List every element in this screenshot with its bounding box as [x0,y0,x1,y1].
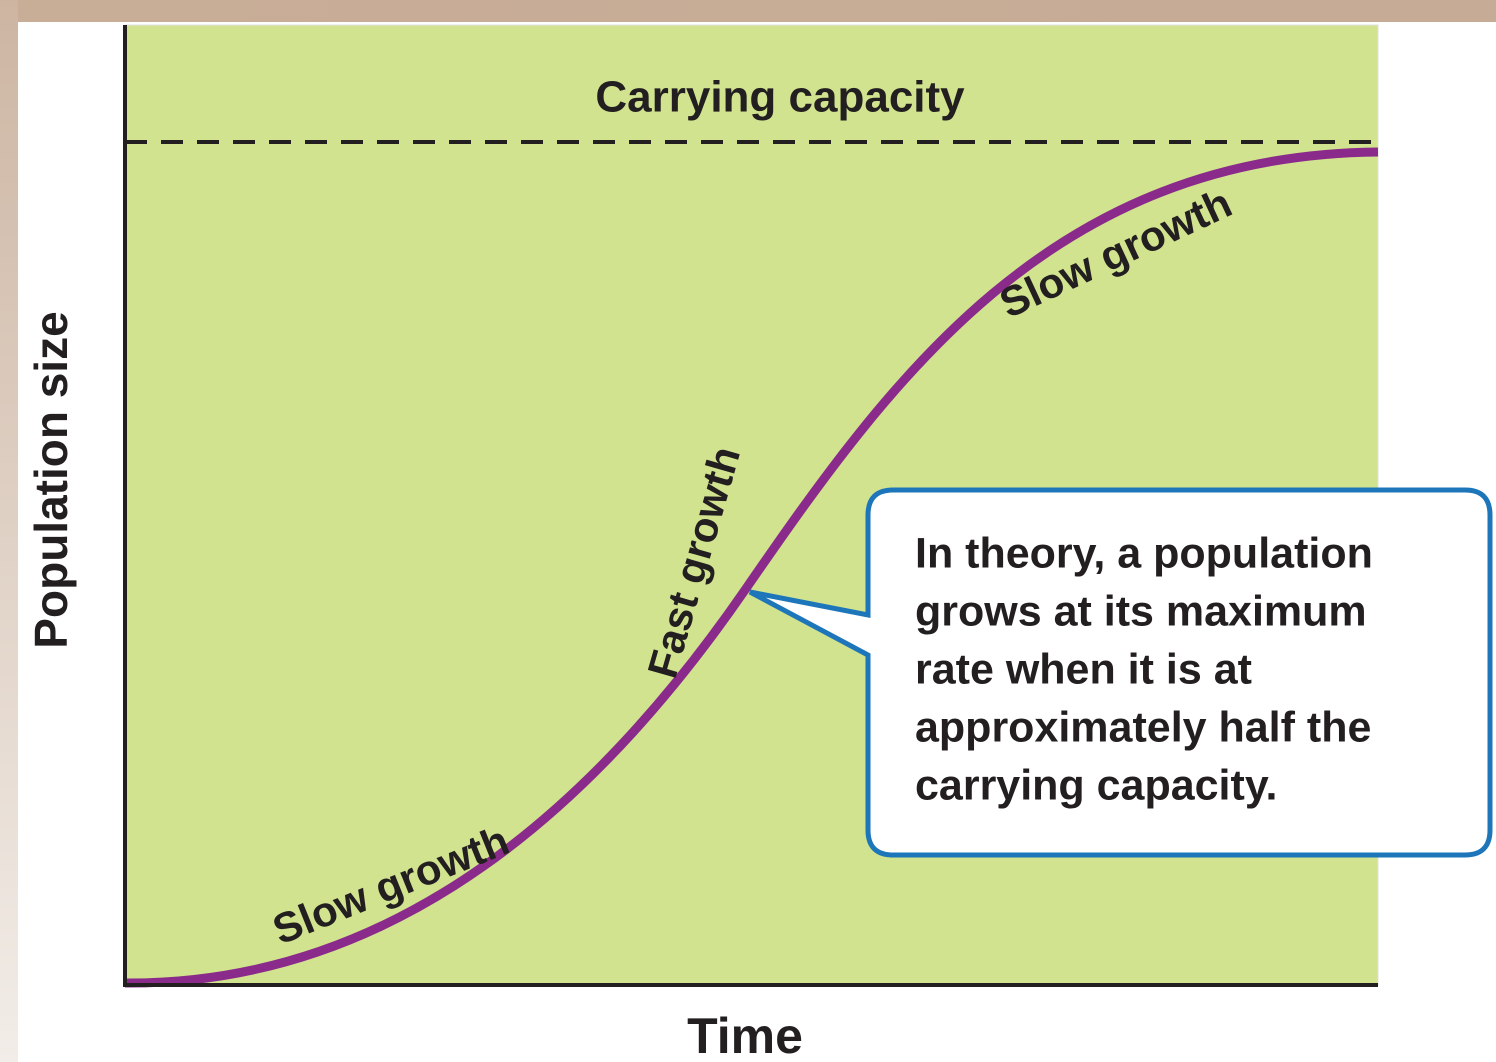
callout-line: rate when it is at [915,645,1252,693]
callout-line: grows at its maximum [915,587,1367,635]
callout-line: In theory, a population [915,529,1373,577]
x-axis-label: Time [687,1008,803,1062]
left-border [0,0,18,1062]
callout-text: In theory, a population grows at its maxi… [915,529,1373,809]
top-border [0,0,1496,22]
title: Carrying capacity [595,73,965,122]
callout-line: carrying capacity. [915,761,1278,809]
callout-line: approximately half the [915,703,1371,751]
y-axis-label: Population size [25,311,77,648]
callout-box [748,487,1493,858]
growth-curve [124,147,1379,988]
